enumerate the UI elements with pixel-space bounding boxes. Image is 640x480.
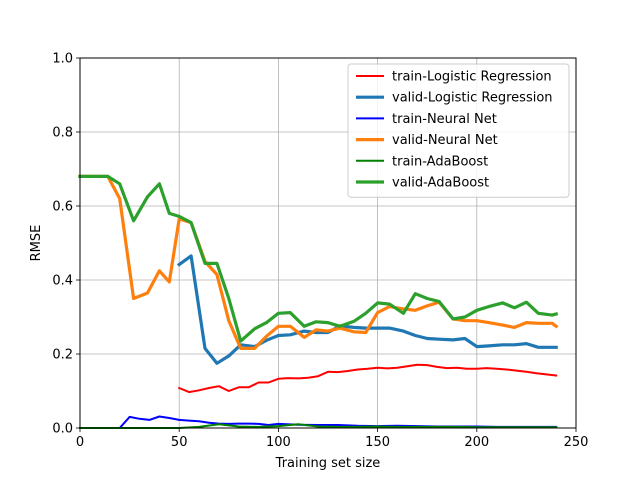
series-line-valid-logistic-regression (176, 254, 558, 365)
y-axis-ticks: 0.0 0.2 0.4 0.6 0.8 1.0 (52, 52, 80, 437)
legend: train-Logistic Regression valid-Logistic … (347, 63, 570, 198)
legend-entry-label: train-AdaBoost (392, 154, 488, 169)
x-tick-label: 100 (266, 435, 291, 450)
legend-entry-label: train-Logistic Regression (392, 70, 552, 85)
legend-entry-label: train-Neural Net (392, 112, 497, 127)
y-tick-label: 1.0 (52, 52, 73, 67)
series-line-valid-neural-net (78, 174, 559, 350)
x-tick-label: 0 (76, 435, 84, 450)
legend-entry-label: valid-Logistic Regression (392, 91, 553, 106)
y-tick-label: 0.0 (52, 422, 73, 437)
legend-frame (347, 63, 570, 198)
x-tick-label: 250 (564, 435, 589, 450)
y-tick-label: 0.8 (52, 126, 73, 141)
x-tick-label: 200 (464, 435, 489, 450)
series-line-valid-adaboost (78, 174, 559, 343)
legend-entry-label: valid-Neural Net (392, 133, 498, 148)
y-tick-label: 0.4 (52, 274, 73, 289)
x-tick-label: 150 (365, 435, 390, 450)
series-layer (78, 174, 559, 429)
x-tick-label: 50 (171, 435, 188, 450)
series-line-train-logistic-regression (177, 363, 558, 394)
y-axis-label: RMSE (29, 225, 44, 262)
x-axis-ticks: 0 50 100 150 200 250 (76, 428, 589, 450)
x-axis-label: Training set size (275, 456, 381, 471)
legend-entry-label: valid-AdaBoost (392, 176, 489, 191)
y-tick-label: 0.2 (52, 348, 73, 363)
plot-frame (79, 57, 577, 429)
y-tick-label: 0.6 (52, 200, 73, 215)
